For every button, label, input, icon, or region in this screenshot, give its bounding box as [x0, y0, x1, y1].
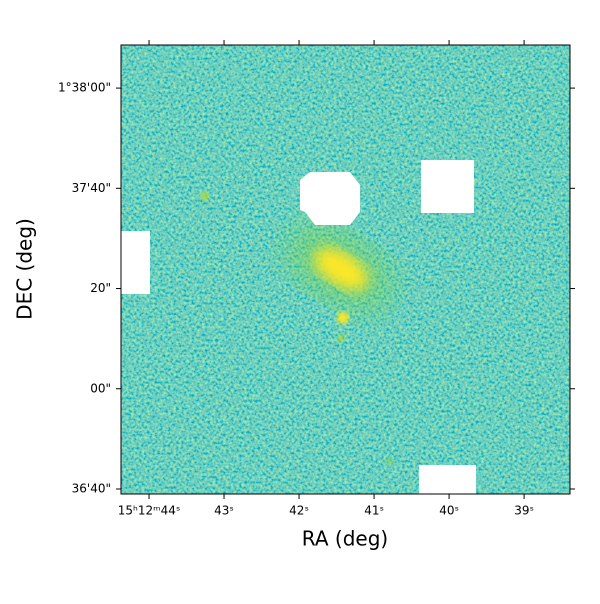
x-tick-label: 40ˢ	[439, 504, 459, 518]
y-tick-label: 20"	[90, 281, 111, 295]
x-tick-label: 15ʰ12ᵐ44ˢ	[118, 504, 181, 518]
x-axis-label: RA (deg)	[302, 527, 388, 551]
x-tick-label: 42ˢ	[289, 504, 309, 518]
y-tick-label: 37'40"	[72, 181, 111, 195]
y-tick-label: 36'40"	[72, 481, 111, 495]
y-tick-label: 1°38'00"	[58, 81, 111, 95]
plot-frame	[120, 44, 571, 495]
y-axis-label: DEC (deg)	[13, 218, 37, 320]
sky-image	[121, 45, 570, 494]
x-tick-label: 43ˢ	[214, 504, 234, 518]
x-tick-label: 39ˢ	[514, 504, 534, 518]
y-tick-label: 00"	[90, 381, 111, 395]
x-tick-label: 41ˢ	[364, 504, 384, 518]
